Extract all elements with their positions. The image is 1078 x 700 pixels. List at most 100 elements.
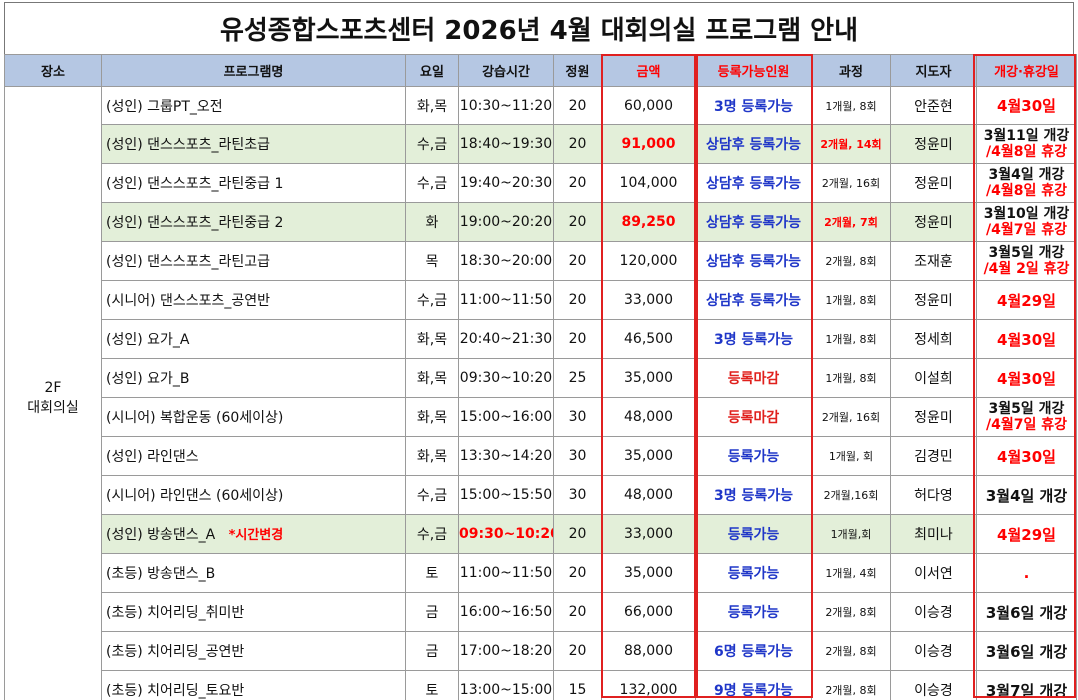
price: 60,000: [601, 86, 696, 125]
program-name: (시니어) 복합운동 (60세이상): [101, 397, 406, 437]
available: 3명 등록가능: [695, 475, 812, 515]
day: 화,목: [405, 86, 459, 125]
open-close: 4월29일: [976, 514, 1077, 554]
break-date: /4월8일 휴강: [986, 144, 1067, 160]
day: 토: [405, 670, 459, 700]
instructor: 이서연: [890, 553, 977, 593]
capacity: 20: [553, 280, 602, 320]
available: 9명 등록가능: [695, 670, 812, 700]
open-close: 4월29일: [976, 280, 1077, 320]
day: 수,금: [405, 475, 459, 515]
break-date: /4월8일 휴강: [986, 183, 1067, 199]
table-row: (성인) 댄스스포츠_라틴고급 목 18:30~20:00 20 120,000…: [5, 241, 1077, 281]
time: 18:30~20:00: [458, 241, 554, 281]
program-name: (성인) 댄스스포츠_라틴중급 1: [101, 163, 406, 203]
day: 금: [405, 631, 459, 671]
program-name: (초등) 치어리딩_공연반: [101, 631, 406, 671]
header-course: 과정: [811, 54, 891, 87]
time: 20:40~21:30: [458, 319, 554, 359]
day: 목: [405, 241, 459, 281]
open-close: 3월6일 개강: [976, 631, 1077, 671]
available: 상담후 등록가능: [695, 163, 812, 203]
place-room: 대회의실: [27, 400, 79, 416]
instructor: 이승경: [890, 631, 977, 671]
course: 2개월, 16회: [811, 397, 891, 437]
course: 2개월, 8회: [811, 631, 891, 671]
instructor: 조재훈: [890, 241, 977, 281]
table-row: (성인) 댄스스포츠_라틴초급 수,금 18:40~19:30 20 91,00…: [5, 124, 1077, 164]
table-row: (초등) 치어리딩_취미반 금 16:00~16:50 20 66,000 등록…: [5, 592, 1077, 632]
header-place: 장소: [4, 54, 102, 87]
program-name: (성인) 라인댄스: [101, 436, 406, 476]
open-close: 3월6일 개강: [976, 592, 1077, 632]
table-row: (성인) 요가_A 화,목 20:40~21:30 20 46,500 3명 등…: [5, 319, 1077, 359]
course: 1개월, 8회: [811, 86, 891, 125]
program-name: (초등) 치어리딩_취미반: [101, 592, 406, 632]
table-row: (초등) 치어리딩_토요반 토 13:00~15:00 15 132,000 9…: [5, 670, 1077, 700]
time-change-note: *시간변경: [228, 528, 284, 543]
open-close: 3월7일 개강: [976, 670, 1077, 700]
header-day: 요일: [405, 54, 459, 87]
day: 금: [405, 592, 459, 632]
course: 2개월, 8회: [811, 592, 891, 632]
price: 33,000: [601, 280, 696, 320]
open-close: 3월10일 개강 /4월7일 휴강: [976, 202, 1077, 242]
break-date: /4월7일 휴강: [986, 417, 1067, 433]
table-row: (성인) 댄스스포츠_라틴중급 1 수,금 19:40~20:30 20 104…: [5, 163, 1077, 203]
day: 수,금: [405, 163, 459, 203]
instructor: 최미나: [890, 514, 977, 554]
course: 2개월, 14회: [811, 124, 891, 164]
capacity: 20: [553, 631, 602, 671]
open-close: 4월30일: [976, 319, 1077, 359]
open-close: 3월4일 개강 /4월8일 휴강: [976, 163, 1077, 203]
day: 화,목: [405, 319, 459, 359]
time: 15:00~15:50: [458, 475, 554, 515]
place-cell: 2F 대회의실: [4, 86, 102, 700]
price: 35,000: [601, 358, 696, 398]
available: 6명 등록가능: [695, 631, 812, 671]
open-close: 3월4일 개강: [976, 475, 1077, 515]
day: 토: [405, 553, 459, 593]
program-name: (초등) 치어리딩_토요반: [101, 670, 406, 700]
time: 18:40~19:30: [458, 124, 554, 164]
header-available: 등록가능인원: [695, 54, 812, 87]
available: 등록가능: [695, 436, 812, 476]
course: 1개월,회: [811, 514, 891, 554]
price: 33,000: [601, 514, 696, 554]
time: 11:00~11:50: [458, 280, 554, 320]
instructor: 이승경: [890, 670, 977, 700]
price: 35,000: [601, 436, 696, 476]
price: 104,000: [601, 163, 696, 203]
program-name: (성인) 그룹PT_오전: [101, 86, 406, 125]
table-row: 2F 대회의실 (성인) 그룹PT_오전 화,목 10:30~11:20 20 …: [4, 86, 1077, 700]
table-row: (성인) 요가_B 화,목 09:30~10:20 25 35,000 등록마감…: [5, 358, 1077, 398]
time: 16:00~16:50: [458, 592, 554, 632]
program-name: (시니어) 댄스스포츠_공연반: [101, 280, 406, 320]
available: 상담후 등록가능: [695, 202, 812, 242]
program-name: (성인) 방송댄스_A *시간변경: [101, 514, 406, 554]
instructor: 허다영: [890, 475, 977, 515]
course: 2개월,16회: [811, 475, 891, 515]
capacity: 20: [553, 163, 602, 203]
table-row: (초등) 방송댄스_B 토 11:00~11:50 20 35,000 등록가능…: [5, 553, 1077, 593]
header-open-close: 개강·휴강일: [976, 54, 1077, 87]
table-header-row: 장소 프로그램명 요일 강습시간 정원 금액 등록가능인원 과정 지도자 개강·…: [4, 54, 1077, 87]
available: 3명 등록가능: [695, 86, 812, 125]
program-name: (성인) 댄스스포츠_라틴고급: [101, 241, 406, 281]
available: 3명 등록가능: [695, 319, 812, 359]
available: 등록마감: [695, 358, 812, 398]
day: 화,목: [405, 358, 459, 398]
available: 등록가능: [695, 592, 812, 632]
time: 09:30~10:20: [458, 514, 554, 554]
price: 132,000: [601, 670, 696, 700]
instructor: 정윤미: [890, 397, 977, 437]
program-name: (시니어) 라인댄스 (60세이상): [101, 475, 406, 515]
time: 13:00~15:00: [458, 670, 554, 700]
instructor: 정윤미: [890, 202, 977, 242]
price: 120,000: [601, 241, 696, 281]
open-close: 4월30일: [976, 436, 1077, 476]
capacity: 20: [553, 553, 602, 593]
available: 상담후 등록가능: [695, 241, 812, 281]
capacity: 20: [553, 592, 602, 632]
open-close: .: [976, 553, 1077, 593]
